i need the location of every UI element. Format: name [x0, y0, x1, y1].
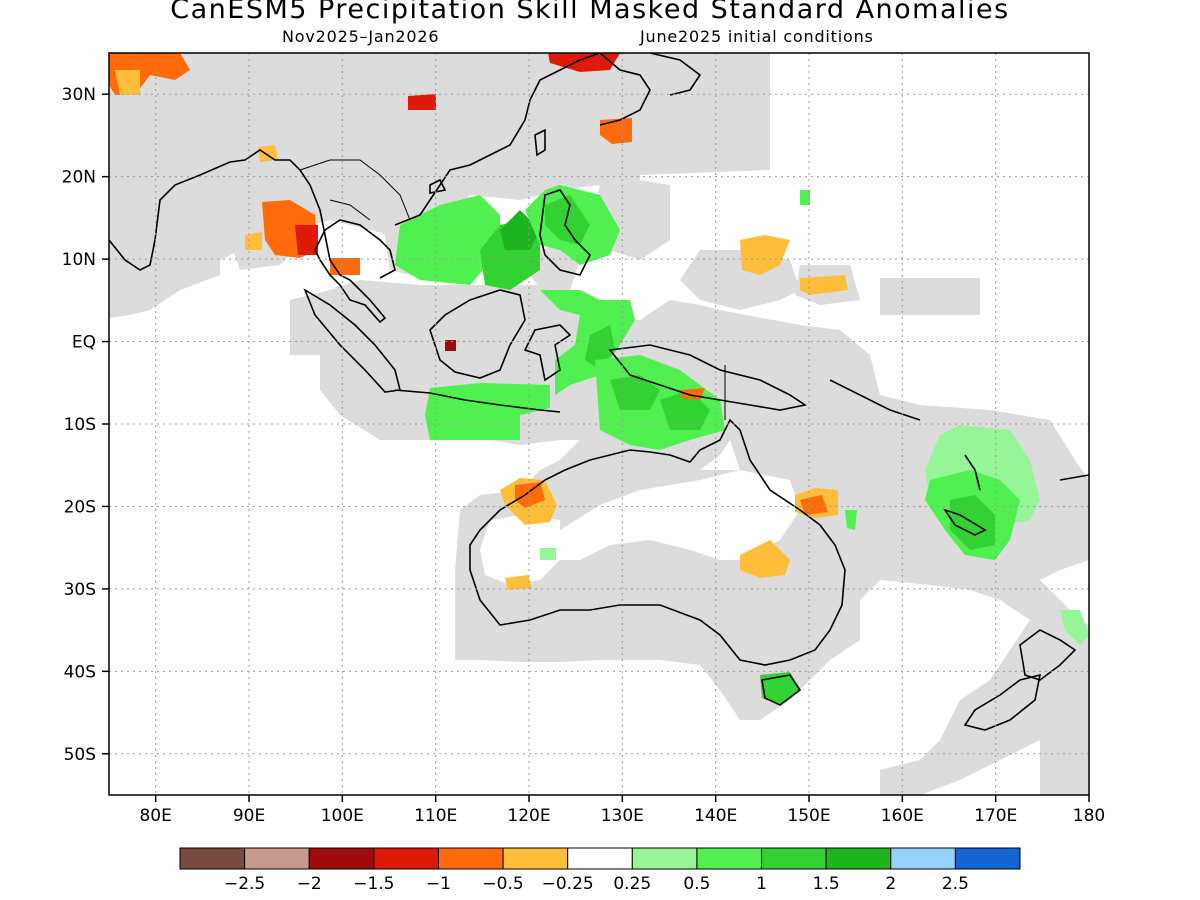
longitude-axis: 80E 90E 100E 110E 120E 130E 140E 150E 160E 170E 18…	[139, 795, 1105, 826]
lat-tick-label: 40S	[64, 662, 96, 682]
colorbar-swatch	[631, 847, 698, 870]
colorbar-label: −0.5	[482, 874, 523, 894]
forecast-period: Nov2025–Jan2026	[282, 27, 440, 46]
colorbar-label: −1	[426, 874, 451, 894]
lon-tick-label: 150E	[787, 806, 830, 826]
map-title: CanESM5 Precipitation Skill Masked Stand…	[170, 0, 1010, 25]
lon-tick-label: 170E	[974, 806, 1017, 826]
colorbar-label: −0.25	[542, 874, 594, 894]
colorbar-swatch	[825, 847, 892, 870]
gridlines	[109, 53, 1089, 795]
colorbar-label: 0.5	[683, 874, 710, 894]
lat-tick-label: EQ	[72, 333, 96, 353]
colorbar-swatch	[502, 847, 569, 870]
colorbar-label: −2	[297, 874, 322, 894]
wet-anomaly-regions	[395, 185, 1089, 705]
lon-tick-label: 110E	[414, 806, 457, 826]
colorbar-swatch	[437, 847, 504, 870]
colorbar: −2.5 −2 −1.5 −1 −0.5 −0.25 0.25 0.5 1 1.5 2 2.5	[179, 847, 1021, 894]
colorbar-swatch	[890, 847, 956, 870]
initial-conditions: June2025 initial conditions	[640, 27, 874, 46]
lon-tick-label: 90E	[233, 806, 265, 826]
lon-tick-label: 140E	[694, 806, 737, 826]
colorbar-label: −2.5	[224, 874, 265, 894]
colorbar-swatch	[373, 847, 439, 870]
colorbar-label: 2.5	[942, 874, 969, 894]
coastlines	[109, 53, 1089, 731]
lat-tick-label: 30N	[62, 85, 96, 105]
colorbar-label: 2	[885, 874, 896, 894]
lat-tick-label: 20N	[62, 168, 96, 188]
latitude-axis: 30N 20N 10N EQ 10S 20S 30S 40S 50S	[62, 85, 109, 765]
border-lines	[299, 159, 726, 420]
colorbar-label: −1.5	[353, 874, 394, 894]
lon-tick-label: 180	[1073, 806, 1105, 826]
colorbar-swatch	[308, 847, 375, 870]
lon-tick-label: 160E	[881, 806, 924, 826]
lon-tick-label: 100E	[321, 806, 364, 826]
lon-tick-label: 130E	[601, 806, 644, 826]
colorbar-swatch	[761, 847, 827, 870]
lat-tick-label: 30S	[64, 580, 96, 600]
colorbar-swatch	[244, 847, 310, 870]
dry-anomaly-regions	[109, 53, 848, 590]
colorbar-swatch	[954, 847, 1021, 870]
mask-gaps	[480, 440, 800, 585]
colorbar-swatch	[696, 847, 763, 870]
colorbar-swatch	[567, 847, 633, 870]
lon-tick-label: 120E	[507, 806, 550, 826]
lon-tick-label: 80E	[139, 806, 171, 826]
colorbar-label: 0.25	[613, 874, 651, 894]
lat-tick-label: 10S	[64, 415, 96, 435]
lat-tick-label: 10N	[62, 250, 96, 270]
lat-tick-label: 50S	[64, 745, 96, 765]
colorbar-swatch	[179, 847, 246, 870]
colorbar-label: 1.5	[813, 874, 840, 894]
colorbar-label: 1	[756, 874, 767, 894]
lat-tick-label: 20S	[64, 497, 96, 517]
